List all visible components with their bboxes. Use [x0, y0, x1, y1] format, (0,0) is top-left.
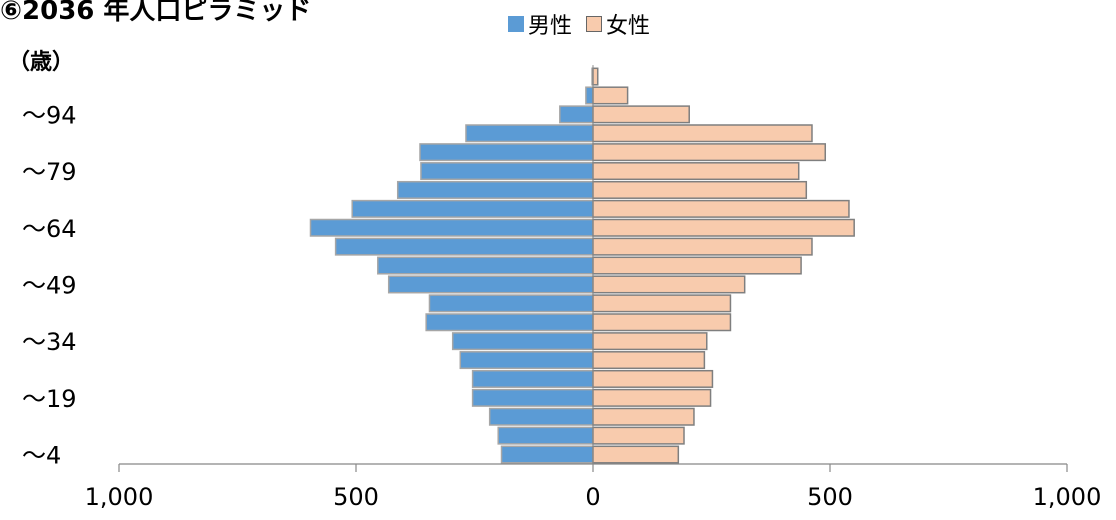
- bar-female-10-14: [592, 407, 695, 426]
- bar-male-5-9: [497, 426, 594, 445]
- bar-male-35-39: [425, 313, 594, 332]
- y-tick-label: ～64: [22, 215, 77, 243]
- x-tick-label: 0: [585, 483, 600, 511]
- bar-male-70-74: [396, 180, 594, 199]
- bar-female-15-19: [592, 388, 712, 407]
- bar-male-10-14: [488, 407, 594, 426]
- y-tick-label: ～19: [22, 385, 77, 413]
- bar-male-0-4: [500, 445, 594, 464]
- x-tick-label: 1,000: [1033, 483, 1102, 511]
- legend-swatch-female: [586, 16, 603, 32]
- bar-female-25-29: [592, 351, 706, 370]
- bar-female-0-4: [592, 445, 680, 464]
- bar-female-85-89: [592, 124, 813, 143]
- y-tick-label: ～49: [22, 271, 77, 299]
- chart-title: ⑥2036 年人口ピラミッド: [0, 0, 312, 26]
- x-tick-label: 500: [807, 483, 853, 511]
- bar-male-55-59: [334, 237, 594, 256]
- bar-female-35-39: [592, 313, 732, 332]
- bar-female-40-44: [592, 294, 732, 313]
- bar-male-65-69: [351, 199, 594, 218]
- bar-female-5-9: [592, 426, 685, 445]
- y-tick-label: ～4: [22, 442, 61, 470]
- bar-female-55-59: [592, 237, 813, 256]
- legend-label-female: 女性: [606, 14, 651, 39]
- bar-female-95-99: [592, 86, 629, 105]
- bar-female-80-84: [592, 143, 827, 162]
- bar-male-95-99: [585, 86, 594, 105]
- bar-male-60-64: [309, 218, 594, 237]
- bar-female-50-54: [592, 256, 802, 275]
- x-tick-label: 500: [333, 483, 379, 511]
- y-axis-unit-label: （歳）: [8, 50, 75, 75]
- legend: 男性 女性: [508, 8, 650, 40]
- bar-female-75-79: [592, 162, 800, 181]
- bar-male-30-34: [451, 332, 594, 351]
- bar-female-30-34: [592, 332, 708, 351]
- y-tick-label: ～79: [22, 158, 77, 186]
- bar-female-20-24: [592, 369, 714, 388]
- bar-female-65-69: [592, 199, 850, 218]
- bar-female-90-94: [592, 105, 690, 124]
- y-tick-label: ～94: [22, 101, 77, 129]
- bar-male-85-89: [465, 124, 594, 143]
- bar-male-90-94: [559, 105, 594, 124]
- legend-item-female: 女性: [586, 8, 650, 40]
- legend-swatch-male: [508, 16, 524, 32]
- y-tick-label: ～34: [22, 328, 77, 356]
- bar-female-70-74: [592, 180, 808, 199]
- bar-male-75-79: [420, 162, 594, 181]
- bar-male-80-84: [419, 143, 594, 162]
- bar-male-20-24: [471, 369, 594, 388]
- legend-label-male: 男性: [528, 14, 573, 39]
- bar-male-25-29: [459, 351, 594, 370]
- bar-male-45-49: [387, 275, 594, 294]
- bar-male-15-19: [471, 388, 594, 407]
- bar-male-50-54: [377, 256, 594, 275]
- legend-item-male: 男性: [508, 8, 572, 40]
- x-tick-label: 1,000: [85, 483, 154, 511]
- bar-female-60-64: [592, 218, 855, 237]
- bar-male-40-44: [428, 294, 594, 313]
- bar-female-45-49: [592, 275, 746, 294]
- bar-female-100+: [592, 67, 599, 86]
